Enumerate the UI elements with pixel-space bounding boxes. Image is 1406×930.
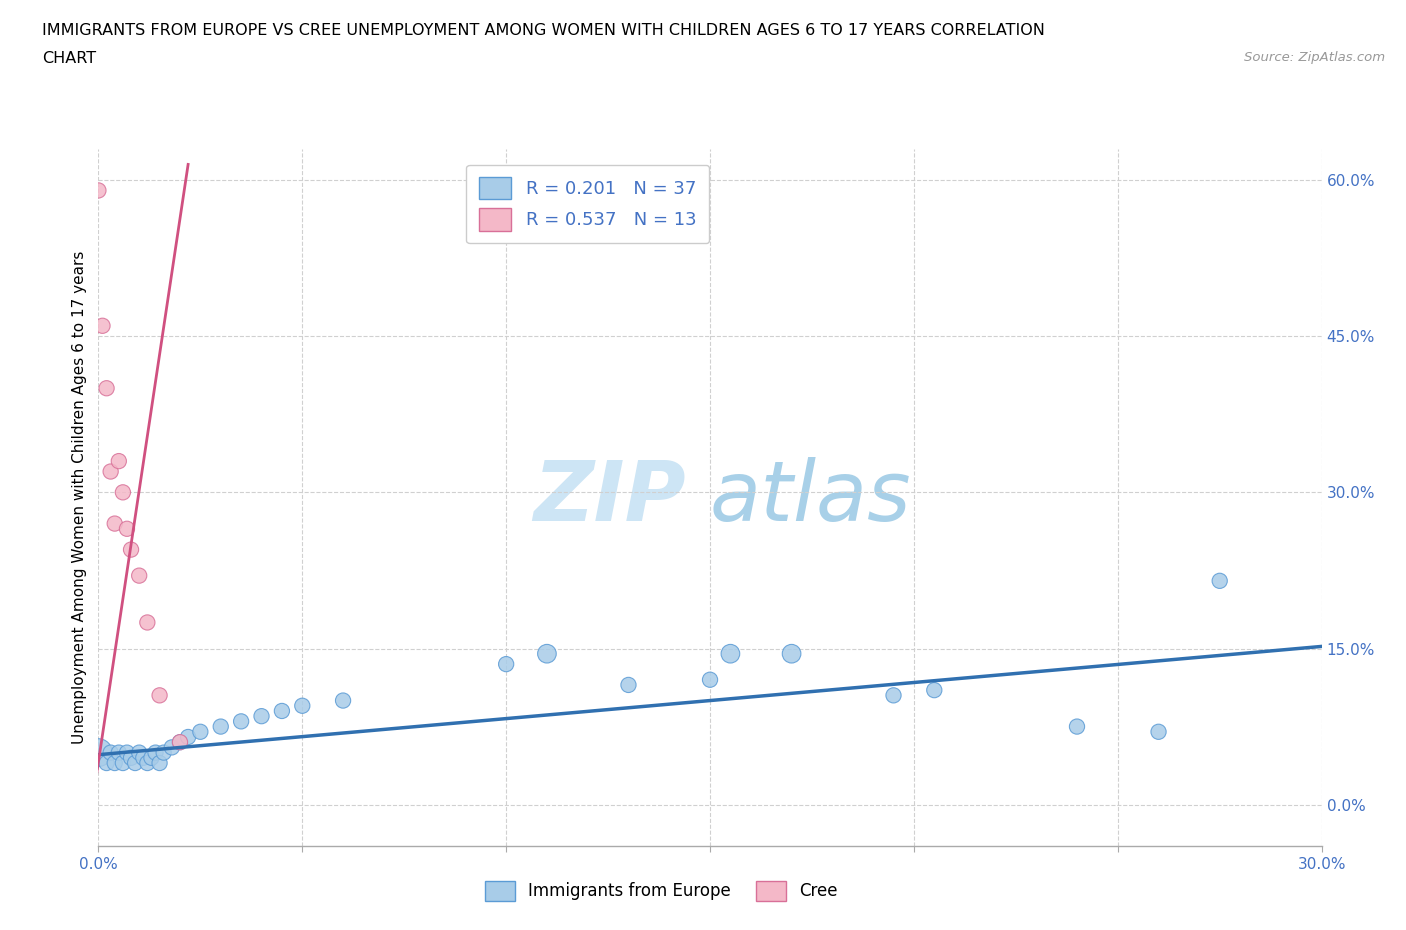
Point [718,646,742,661]
Point [160,740,183,755]
Point [209,719,232,734]
Point [87,745,110,760]
Point [120,751,142,765]
Point [1209,574,1232,589]
Point [188,724,212,739]
Point [250,709,273,724]
Point [169,735,191,750]
Point [291,698,314,713]
Point [1066,719,1088,734]
Point [87,183,110,198]
Point [332,693,354,708]
Point [111,485,134,499]
Point [152,745,174,760]
Point [120,542,142,557]
Point [145,745,167,760]
Text: Source: ZipAtlas.com: Source: ZipAtlas.com [1244,51,1385,64]
Point [111,755,134,770]
Point [495,657,517,671]
Point [91,318,114,333]
Point [115,522,138,537]
Point [104,755,127,770]
Point [100,464,122,479]
Point [231,714,253,729]
Y-axis label: Unemployment Among Women with Children Ages 6 to 17 years: Unemployment Among Women with Children A… [72,251,87,744]
Point [699,672,721,687]
Point [922,683,945,698]
Point [124,755,146,770]
Point [169,735,191,750]
Point [96,380,118,395]
Point [115,745,138,760]
Point [270,703,294,718]
Text: atlas: atlas [710,457,911,538]
Point [1147,724,1170,739]
Text: ZIP: ZIP [533,457,686,538]
Point [136,615,159,630]
Point [149,688,172,703]
Point [141,751,163,765]
Text: CHART: CHART [42,51,96,66]
Point [177,729,200,744]
Point [136,755,159,770]
Point [108,745,131,760]
Point [132,751,155,765]
Point [149,755,172,770]
Legend: Immigrants from Europe, Cree: Immigrants from Europe, Cree [478,874,844,908]
Point [100,745,122,760]
Point [104,516,127,531]
Point [128,745,150,760]
Point [108,454,131,469]
Point [96,755,118,770]
Point [617,677,640,692]
Point [128,568,150,583]
Point [780,646,803,661]
Point [536,646,558,661]
Point [883,688,905,703]
Text: IMMIGRANTS FROM EUROPE VS CREE UNEMPLOYMENT AMONG WOMEN WITH CHILDREN AGES 6 TO : IMMIGRANTS FROM EUROPE VS CREE UNEMPLOYM… [42,23,1045,38]
